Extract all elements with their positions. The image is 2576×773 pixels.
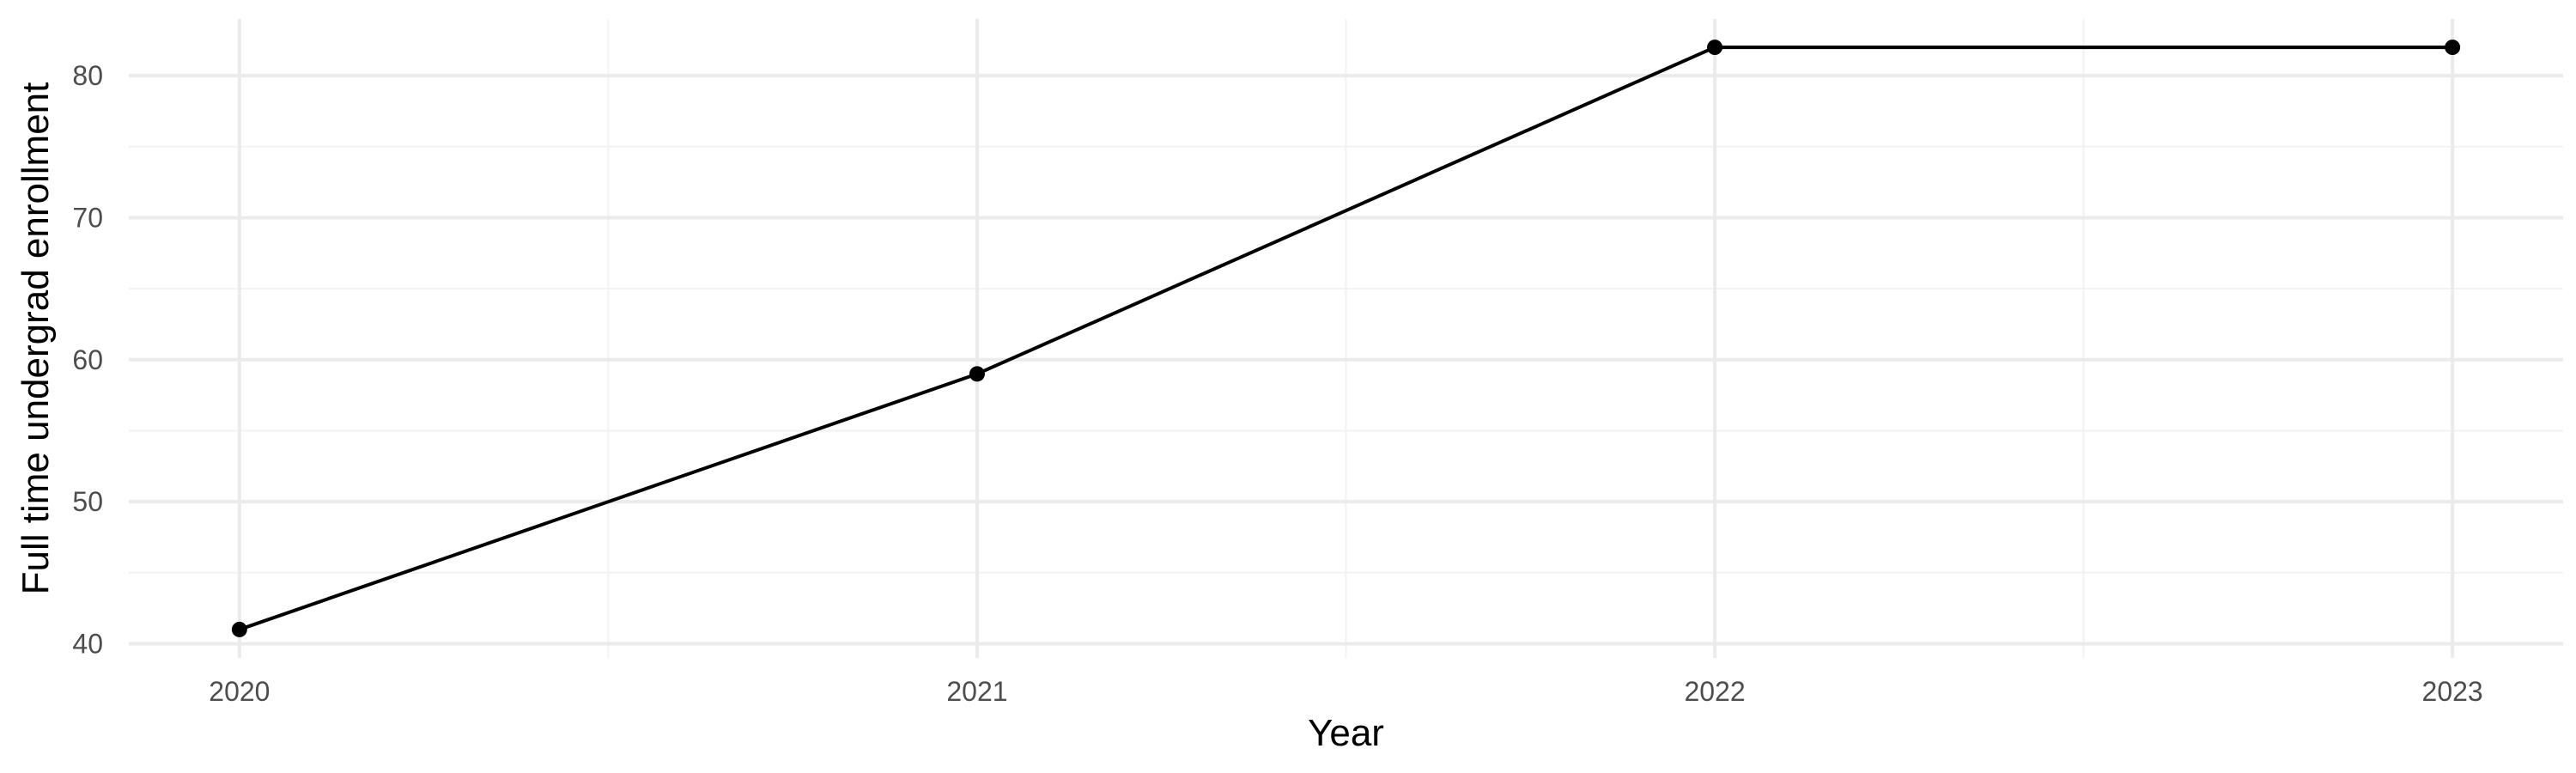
y-tick-label: 60 bbox=[72, 344, 103, 375]
minor-gridlines bbox=[129, 19, 2563, 658]
data-point bbox=[2445, 40, 2461, 56]
series-line bbox=[237, 46, 2455, 631]
y-tick-label: 70 bbox=[72, 202, 103, 233]
x-tick-label: 2021 bbox=[946, 676, 1007, 707]
x-tick-label: 2022 bbox=[1684, 676, 1745, 707]
y-axis-title: Full time undergrad enrollment bbox=[15, 82, 57, 595]
x-tick-label: 2020 bbox=[209, 676, 270, 707]
data-point bbox=[969, 366, 985, 382]
y-tick-labels: 40 50 60 70 80 bbox=[72, 60, 103, 659]
x-axis-title: Year bbox=[1308, 712, 1384, 754]
major-gridlines bbox=[129, 19, 2563, 658]
y-tick-label: 40 bbox=[72, 628, 103, 659]
data-point bbox=[231, 621, 247, 637]
y-tick-label: 50 bbox=[72, 486, 103, 517]
x-tick-labels: 2020 2021 2022 2023 bbox=[209, 676, 2482, 707]
data-point bbox=[1707, 40, 1723, 56]
series-layer bbox=[231, 40, 2461, 637]
x-tick-label: 2023 bbox=[2422, 676, 2483, 707]
y-tick-label: 80 bbox=[72, 60, 103, 91]
